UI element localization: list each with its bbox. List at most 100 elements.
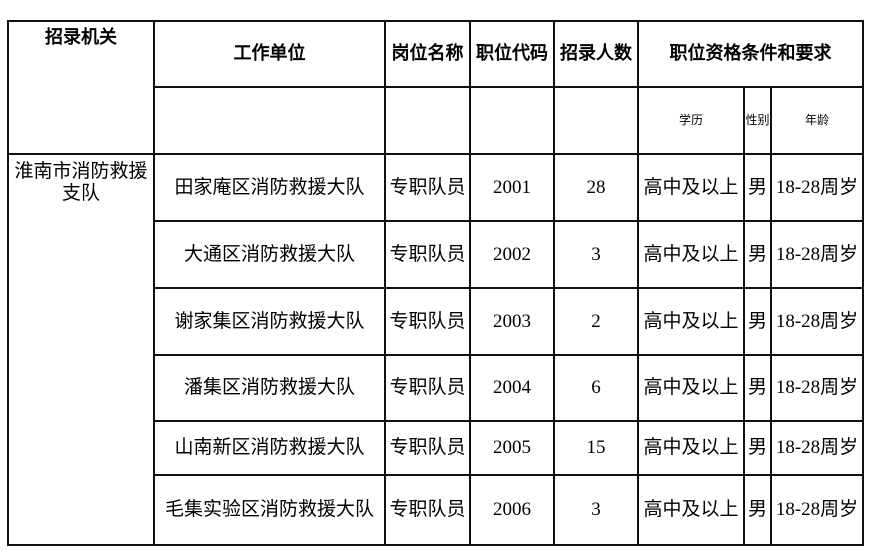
cell-position-text: 专职队员 — [389, 376, 466, 399]
cell-count-text: 3 — [591, 499, 601, 521]
header-agency-text: 招录机关 — [45, 27, 117, 48]
cell-gender: 男 — [743, 220, 772, 289]
cell-code: 2005 — [469, 420, 555, 476]
cell-education-text: 高中及以上 — [643, 309, 739, 332]
cell-unit-text: 田家庵区消防救援大队 — [174, 175, 365, 198]
header-unit-text: 工作单位 — [233, 42, 306, 64]
cell-age: 18-28周岁 — [770, 354, 864, 422]
cell-code-text: 2004 — [493, 377, 531, 399]
cell-education: 高中及以上 — [637, 153, 745, 222]
cell-position: 专职队员 — [384, 287, 471, 356]
cell-education-text: 高中及以上 — [643, 498, 739, 521]
header-age-text: 年龄 — [804, 112, 829, 127]
header-position-name: 岗位名称 — [384, 20, 471, 88]
cell-count-text: 3 — [591, 243, 601, 265]
cell-position-text: 专职队员 — [389, 436, 466, 459]
cell-count: 3 — [553, 474, 639, 546]
cell-education-text: 高中及以上 — [643, 242, 739, 265]
cell-code-text: 2002 — [493, 243, 531, 265]
cell-position: 专职队员 — [384, 474, 471, 546]
agency-cell: 淮南市消防救援支队 — [7, 153, 155, 546]
cell-age-text: 18-28周岁 — [775, 243, 859, 265]
subheader-blank — [153, 86, 386, 155]
cell-unit: 谢家集区消防救援大队 — [153, 287, 386, 356]
header-gender-text: 性别 — [745, 112, 770, 127]
cell-gender: 男 — [743, 354, 772, 422]
cell-code: 2001 — [469, 153, 555, 222]
cell-age: 18-28周岁 — [770, 220, 864, 289]
cell-age-text: 18-28周岁 — [775, 310, 859, 332]
cell-education: 高中及以上 — [637, 420, 745, 476]
subheader-blank — [469, 86, 555, 155]
cell-age-text: 18-28周岁 — [775, 377, 859, 399]
cell-count-text: 6 — [591, 377, 601, 399]
cell-code: 2003 — [469, 287, 555, 356]
cell-gender-text: 男 — [747, 498, 767, 521]
header-position-code-text: 职位代码 — [476, 42, 548, 64]
cell-count: 2 — [553, 287, 639, 356]
cell-education: 高中及以上 — [637, 287, 745, 356]
cell-gender-text: 男 — [747, 309, 767, 332]
header-position-name-text: 岗位名称 — [391, 42, 464, 64]
cell-position-text: 专职队员 — [389, 242, 466, 265]
cell-education-text: 高中及以上 — [643, 436, 739, 459]
subheader-blank — [553, 86, 639, 155]
cell-unit-text: 大通区消防救援大队 — [183, 242, 355, 265]
cell-education: 高中及以上 — [637, 220, 745, 289]
header-position-code: 职位代码 — [469, 20, 555, 88]
cell-code: 2002 — [469, 220, 555, 289]
header-age: 年龄 — [770, 86, 864, 155]
cell-unit: 田家庵区消防救援大队 — [153, 153, 386, 222]
header-count: 招录人数 — [553, 20, 639, 88]
cell-age: 18-28周岁 — [770, 420, 864, 476]
header-education: 学历 — [637, 86, 745, 155]
header-requirements-text: 职位资格条件和要求 — [669, 42, 832, 64]
agency-cell-text: 淮南市消防救援支队 — [14, 160, 148, 204]
cell-gender-text: 男 — [747, 376, 767, 399]
cell-gender-text: 男 — [747, 175, 767, 198]
cell-age-text: 18-28周岁 — [775, 499, 859, 521]
cell-unit: 潘集区消防救援大队 — [153, 354, 386, 422]
cell-count: 28 — [553, 153, 639, 222]
cell-position: 专职队员 — [384, 354, 471, 422]
cell-code: 2004 — [469, 354, 555, 422]
cell-age: 18-28周岁 — [770, 287, 864, 356]
cell-age-text: 18-28周岁 — [775, 176, 859, 198]
cell-gender: 男 — [743, 474, 772, 546]
cell-gender: 男 — [743, 287, 772, 356]
cell-count: 15 — [553, 420, 639, 476]
cell-unit-text: 谢家集区消防救援大队 — [174, 309, 365, 332]
cell-gender-text: 男 — [747, 242, 767, 265]
cell-position: 专职队员 — [384, 153, 471, 222]
cell-education: 高中及以上 — [637, 354, 745, 422]
cell-count: 3 — [553, 220, 639, 289]
cell-gender: 男 — [743, 153, 772, 222]
header-agency: 招录机关 — [7, 20, 155, 155]
cell-unit: 大通区消防救援大队 — [153, 220, 386, 289]
cell-code-text: 2005 — [493, 437, 531, 459]
subheader-blank — [384, 86, 471, 155]
cell-position-text: 专职队员 — [389, 175, 466, 198]
cell-code: 2006 — [469, 474, 555, 546]
header-gender: 性别 — [743, 86, 772, 155]
cell-unit-text: 毛集实验区消防救援大队 — [164, 498, 374, 521]
cell-code-text: 2006 — [493, 499, 531, 521]
cell-position-text: 专职队员 — [389, 309, 466, 332]
cell-code-text: 2003 — [493, 310, 531, 332]
cell-gender: 男 — [743, 420, 772, 476]
cell-position: 专职队员 — [384, 420, 471, 476]
cell-unit-text: 山南新区消防救援大队 — [174, 436, 365, 459]
cell-count-text: 15 — [586, 437, 606, 459]
header-unit: 工作单位 — [153, 20, 386, 88]
cell-position: 专职队员 — [384, 220, 471, 289]
header-requirements: 职位资格条件和要求 — [637, 20, 864, 88]
cell-age: 18-28周岁 — [770, 474, 864, 546]
cell-count: 6 — [553, 354, 639, 422]
header-count-text: 招录人数 — [560, 42, 632, 64]
cell-education: 高中及以上 — [637, 474, 745, 546]
cell-count-text: 2 — [591, 310, 601, 332]
cell-unit-text: 潘集区消防救援大队 — [183, 376, 355, 399]
cell-education-text: 高中及以上 — [643, 376, 739, 399]
cell-position-text: 专职队员 — [389, 498, 466, 521]
cell-age-text: 18-28周岁 — [775, 437, 859, 459]
